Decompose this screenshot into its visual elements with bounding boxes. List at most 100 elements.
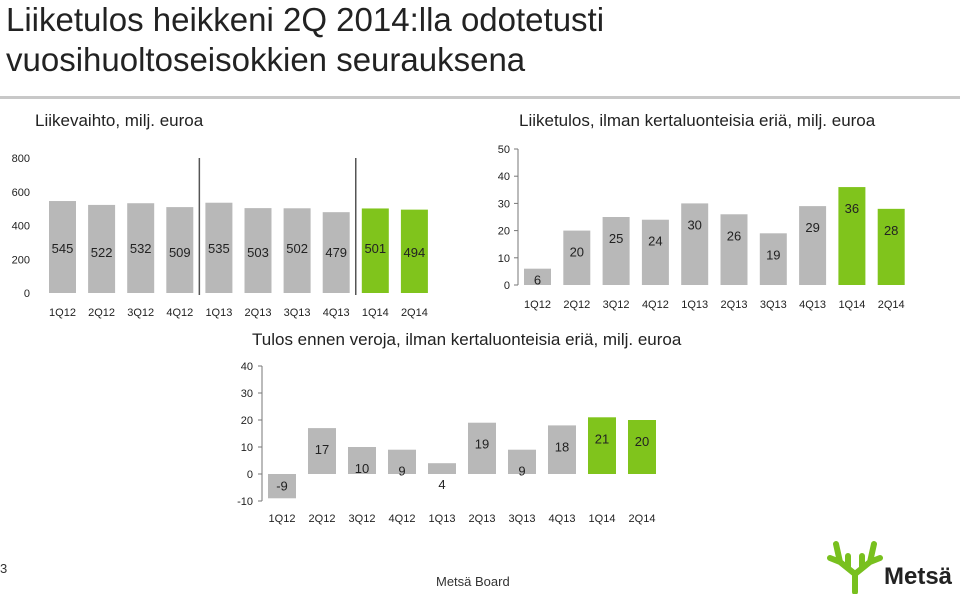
chart2-category-label: 1Q14 [838, 299, 865, 311]
chart1-ytick-label: 0 [24, 288, 30, 300]
chart3-category-label: 2Q13 [469, 513, 496, 525]
chart2-category-label: 1Q13 [681, 299, 708, 311]
chart3-category-label: 1Q12 [269, 513, 296, 525]
chart1-ytick-label: 200 [12, 254, 30, 266]
chart1-value-label: 545 [52, 241, 74, 256]
chart3-bar [588, 417, 616, 474]
chart1-category-label: 3Q13 [284, 307, 311, 319]
chart1-bar [166, 207, 194, 293]
chart1-category-label: 1Q12 [49, 307, 76, 319]
chart2-value-label: 28 [884, 223, 898, 238]
chart3-bar [468, 422, 496, 474]
chart1-category-label: 4Q13 [323, 307, 350, 319]
chart3-value-label: 19 [475, 437, 489, 452]
metsa-antler-logo-icon [827, 541, 883, 594]
chart1-value-label: 501 [364, 241, 386, 256]
chart3-category-label: 4Q12 [389, 513, 416, 525]
chart1-bar [361, 208, 389, 293]
chart3-bar [508, 449, 536, 474]
chart2-ytick-label: 10 [498, 253, 510, 265]
chart1-value-label: 494 [404, 245, 426, 260]
chart1-value-label: 479 [325, 245, 347, 260]
chart2-value-label: 19 [766, 247, 780, 262]
chart1-category-label: 1Q14 [362, 307, 389, 319]
chart1-category-label: 2Q13 [245, 307, 272, 319]
chart2-bar [524, 268, 551, 285]
chart1-bar [400, 209, 428, 293]
chart2-bar [563, 230, 591, 285]
chart2-title: Liiketulos, ilman kertaluonteisia eriä, … [519, 111, 876, 130]
chart3-value-label: 20 [635, 434, 649, 449]
chart3-category-label: 1Q13 [429, 513, 456, 525]
chart1-bar [322, 212, 350, 293]
slide-title-line2: vuosihuoltoseisokkien seurauksena [6, 41, 526, 78]
chart1-bar [49, 201, 76, 293]
chart2-value-label: 29 [805, 220, 819, 235]
slide-title-line1: Liiketulos heikkeni 2Q 2014:lla odotetus… [6, 1, 605, 38]
chart1-value-label: 502 [286, 241, 308, 256]
chart2-ytick-label: 0 [504, 280, 510, 292]
chart1-value-label: 522 [91, 245, 113, 260]
chart3-category-label: 2Q14 [629, 513, 656, 525]
chart3-bar [548, 425, 576, 474]
chart1-category-label: 1Q13 [205, 307, 232, 319]
chart3-ytick-label: 20 [241, 415, 253, 427]
footer-brand: Metsä Board [436, 574, 510, 589]
chart2-category-label: 3Q12 [603, 299, 630, 311]
slide-title: Liiketulos heikkeni 2Q 2014:lla odotetus… [6, 0, 604, 80]
chart2-bar [602, 217, 630, 285]
chart1-category-label: 3Q12 [127, 307, 154, 319]
chart2-ytick-label: 30 [498, 198, 510, 210]
chart3-value-label: -9 [276, 478, 288, 493]
chart2-category-label: 1Q12 [524, 299, 551, 311]
chart1-value-label: 535 [208, 241, 230, 256]
title-divider [0, 96, 960, 99]
chart3-category-label: 4Q13 [549, 513, 576, 525]
chart1-bar [244, 208, 272, 293]
chart1-ytick-label: 400 [12, 221, 30, 233]
chart2-ytick-label: 20 [498, 226, 510, 238]
chart3-ytick-label: -10 [237, 496, 253, 508]
chart3-value-label: 18 [555, 439, 569, 454]
chart2-value-label: 20 [570, 245, 584, 260]
chart3-value-label: 9 [398, 464, 405, 479]
chart3-value-label: 17 [315, 442, 329, 457]
chart3-value-label: 21 [595, 431, 609, 446]
chart1-ytick-label: 800 [12, 153, 30, 165]
chart1-category-label: 4Q12 [166, 307, 193, 319]
chart2-category-label: 4Q13 [799, 299, 826, 311]
chart3-bar [628, 420, 656, 474]
chart2-value-label: 6 [534, 273, 541, 288]
chart3-category-label: 2Q12 [309, 513, 336, 525]
logo-text: Metsä [884, 563, 953, 590]
chart2-bar [799, 206, 827, 285]
chart2-category-label: 3Q13 [760, 299, 787, 311]
chart2-value-label: 30 [687, 217, 701, 232]
chart2-bar [720, 214, 748, 285]
page-number: 3 [0, 561, 8, 576]
chart2-category-label: 4Q12 [642, 299, 669, 311]
chart1-bar [283, 208, 311, 293]
chart3-category-label: 3Q12 [349, 513, 376, 525]
chart2-value-label: 25 [609, 231, 623, 246]
chart1-category-label: 2Q14 [401, 307, 428, 319]
chart3-ytick-label: 10 [241, 442, 253, 454]
chart2-bar [641, 219, 669, 285]
chart3-category-label: 1Q14 [589, 513, 616, 525]
chart2-bar [877, 208, 905, 285]
chart2-value-label: 36 [845, 201, 859, 216]
chart1-ytick-label: 600 [12, 187, 30, 199]
chart3-title: Tulos ennen veroja, ilman kertaluonteisi… [252, 330, 682, 349]
chart3-value-label: 4 [438, 477, 445, 492]
chart1-category-label: 2Q12 [88, 307, 115, 319]
chart3-ytick-label: 40 [241, 361, 253, 373]
chart3-category-label: 3Q13 [509, 513, 536, 525]
chart2-bar [681, 203, 709, 285]
chart1-value-label: 509 [169, 245, 191, 260]
chart1-bar [88, 204, 116, 293]
chart2-value-label: 24 [648, 234, 662, 249]
chart1-value-label: 503 [247, 245, 269, 260]
chart3-value-label: 9 [518, 464, 525, 479]
chart3-bar [308, 428, 336, 474]
